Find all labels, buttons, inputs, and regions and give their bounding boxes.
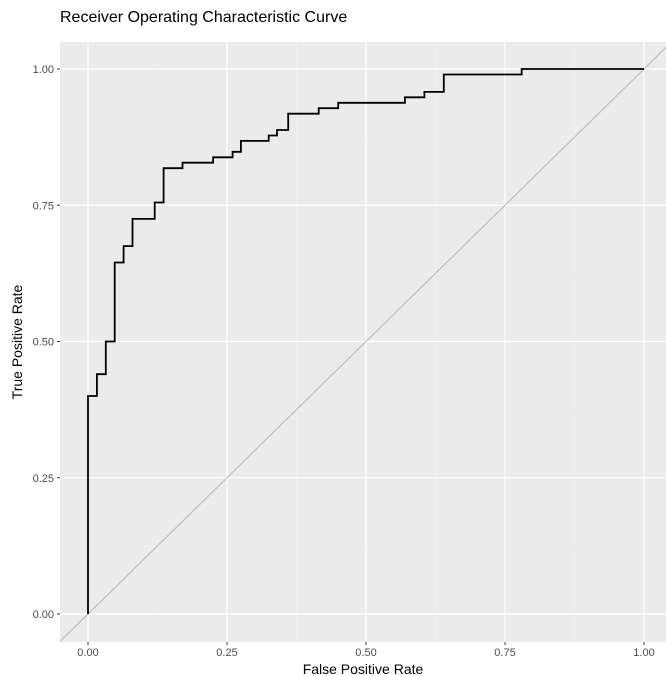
x-tick-label: 0.00 (77, 647, 98, 659)
axis-ticks: 0.00 0.25 0.50 0.75 1.00 0.00 0.25 0.50 0.75 1.00 (33, 64, 655, 659)
y-axis-title: True Positive Rate (9, 284, 25, 399)
chart-title: Receiver Operating Characteristic Curve (60, 9, 348, 26)
x-tick-label: 0.25 (216, 647, 237, 659)
y-tick-label: 0.50 (33, 337, 54, 349)
y-tick-label: 0.00 (33, 609, 54, 621)
x-tick-label: 0.50 (355, 647, 376, 659)
reference-diagonal-line (59, 46, 666, 642)
y-tick-label: 0.75 (33, 200, 54, 212)
x-tick-label: 0.75 (494, 647, 515, 659)
roc-curve-line (87, 68, 644, 614)
x-axis-title: False Positive Rate (303, 661, 424, 676)
y-tick-label: 1.00 (33, 64, 54, 76)
x-tick-label: 1.00 (633, 647, 654, 659)
y-tick-label: 0.25 (33, 473, 54, 485)
